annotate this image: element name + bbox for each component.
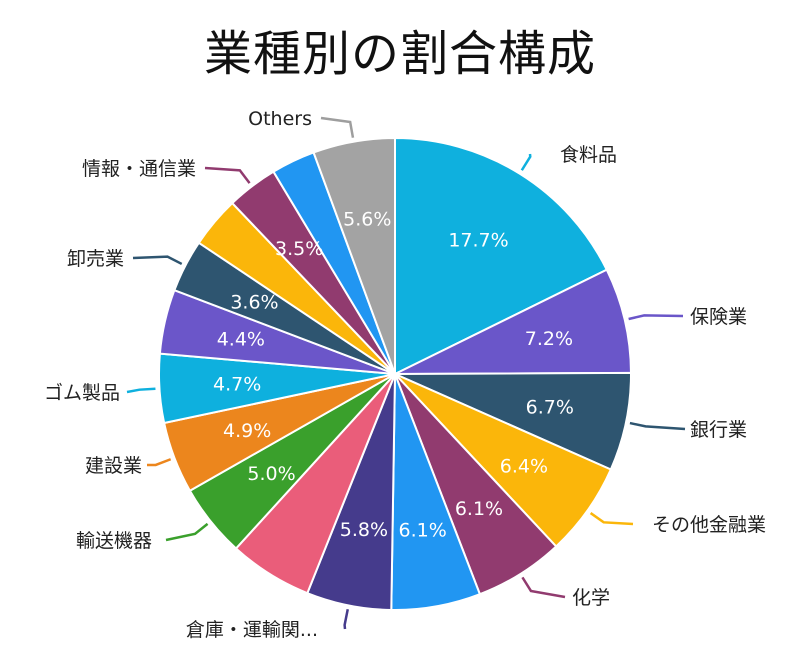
leader-line-3 [629,421,686,431]
category-label-3: 銀行業 [690,419,747,441]
pct-label-7: 5.8% [340,519,388,541]
category-label-13: 卸売業 [67,248,124,270]
category-label-9: 輸送機器 [76,530,152,552]
leader-line-7 [343,609,349,630]
pct-label-6: 6.1% [399,520,447,542]
category-label-4: その他金融業 [652,514,766,536]
leader-line-15 [204,166,251,184]
leader-line-4 [589,512,634,526]
pct-label-9: 5.0% [247,463,295,485]
category-label-2: 保険業 [690,306,747,328]
leader-line-13 [132,255,183,266]
pie-slice-17 [312,136,396,375]
category-label-5: 化学 [572,587,610,609]
category-label-10: 建設業 [85,455,142,477]
pct-label-13: 3.6% [230,291,278,313]
leader-line-11 [126,387,156,394]
chart-title: 業種別の割合構成 [203,26,596,82]
category-label-15: 情報・通信業 [82,158,196,180]
pie-slice-1 [394,136,609,376]
pct-label-10: 4.9% [223,420,271,442]
pct-label-4: 6.4% [500,456,548,478]
leader-line-5 [521,576,566,599]
pct-label-17: 5.6% [343,208,391,230]
leader-line-9 [165,522,209,542]
pct-label-3: 6.7% [526,396,574,418]
pct-label-5: 6.1% [455,498,503,520]
category-label-7: 倉庫・運輸関... [186,619,318,641]
leader-line-10 [146,458,172,467]
pie-slice-2 [394,268,633,375]
category-label-17: Others [248,108,312,130]
pct-label-1: 17.7% [448,230,508,252]
leader-line-1 [520,153,532,171]
leader-line-17 [320,116,355,138]
category-label-1: 食料品 [560,144,617,166]
pct-label-15: 3.5% [275,238,323,260]
category-label-11: ゴム製品 [44,382,120,404]
pct-label-11: 4.7% [213,374,261,396]
leader-line-2 [628,314,684,321]
pct-label-2: 7.2% [525,328,573,350]
pct-label-12: 4.4% [217,329,265,351]
